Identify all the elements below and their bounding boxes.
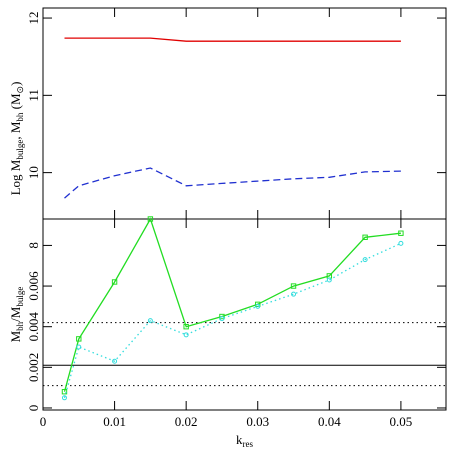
series-line [63, 242, 402, 398]
y-axis-label-part: (M [8, 93, 23, 113]
y-axis-label: Log Mbulge, Mbh (M⊙) [8, 82, 25, 196]
y-tick-label: 0.004 [26, 312, 41, 342]
point [61, 389, 68, 395]
point [147, 318, 153, 324]
point [219, 313, 225, 320]
point [362, 234, 368, 240]
point [398, 240, 404, 246]
point [112, 358, 118, 364]
x-tick-label: 0.03 [246, 414, 269, 429]
point [111, 279, 118, 285]
y-tick-label: 8 [26, 242, 41, 249]
series-line [64, 37, 401, 42]
point [183, 323, 189, 330]
point [255, 301, 261, 308]
x-tick-label: 0 [40, 414, 47, 429]
y-tick-label: 0 [26, 405, 41, 412]
x-tick-label: 0.04 [318, 414, 341, 429]
point [76, 336, 82, 342]
y-axis-label-part: Log M [8, 159, 23, 195]
x-tick-label: 0.05 [390, 414, 413, 429]
series-line [64, 167, 401, 199]
point [147, 216, 154, 222]
x-axis-label: kres [236, 432, 253, 449]
x-tick-label: 0.02 [175, 414, 198, 429]
plot-frame [42, 218, 447, 411]
point [398, 230, 404, 236]
y-axis-label-part: bh [15, 112, 25, 122]
point [255, 303, 261, 309]
y-tick-label: 12 [26, 12, 41, 25]
point [76, 344, 82, 350]
x-tick-label: 0.01 [103, 414, 126, 429]
y-axis-label-part: , M [8, 121, 23, 140]
point [290, 283, 297, 289]
x-axis-label-part: res [243, 439, 254, 449]
y-tick-label: 10 [26, 166, 41, 179]
x-axis-label-part: k [236, 432, 243, 447]
point [362, 257, 368, 263]
y-axis-label-part: bulge [15, 287, 25, 307]
y-axis-label-part: bh [15, 321, 25, 331]
point [183, 332, 189, 338]
point [61, 395, 67, 401]
y-axis-label-part: ) [8, 82, 23, 86]
y-tick-label: 0.006 [26, 271, 41, 301]
plot-frame [42, 7, 447, 220]
y-axis-label: Mbh/Mbulge [8, 287, 25, 343]
y-axis-label-part: bulge [15, 140, 25, 160]
y-axis-label-part: ⊙ [15, 86, 25, 94]
y-axis-label-part: M [8, 330, 23, 342]
y-tick-label: 11 [26, 89, 41, 102]
point [291, 291, 297, 297]
y-tick-label: 0.002 [26, 353, 41, 382]
point [326, 277, 332, 283]
y-axis-label-part: /M [8, 306, 23, 322]
point [219, 316, 225, 322]
